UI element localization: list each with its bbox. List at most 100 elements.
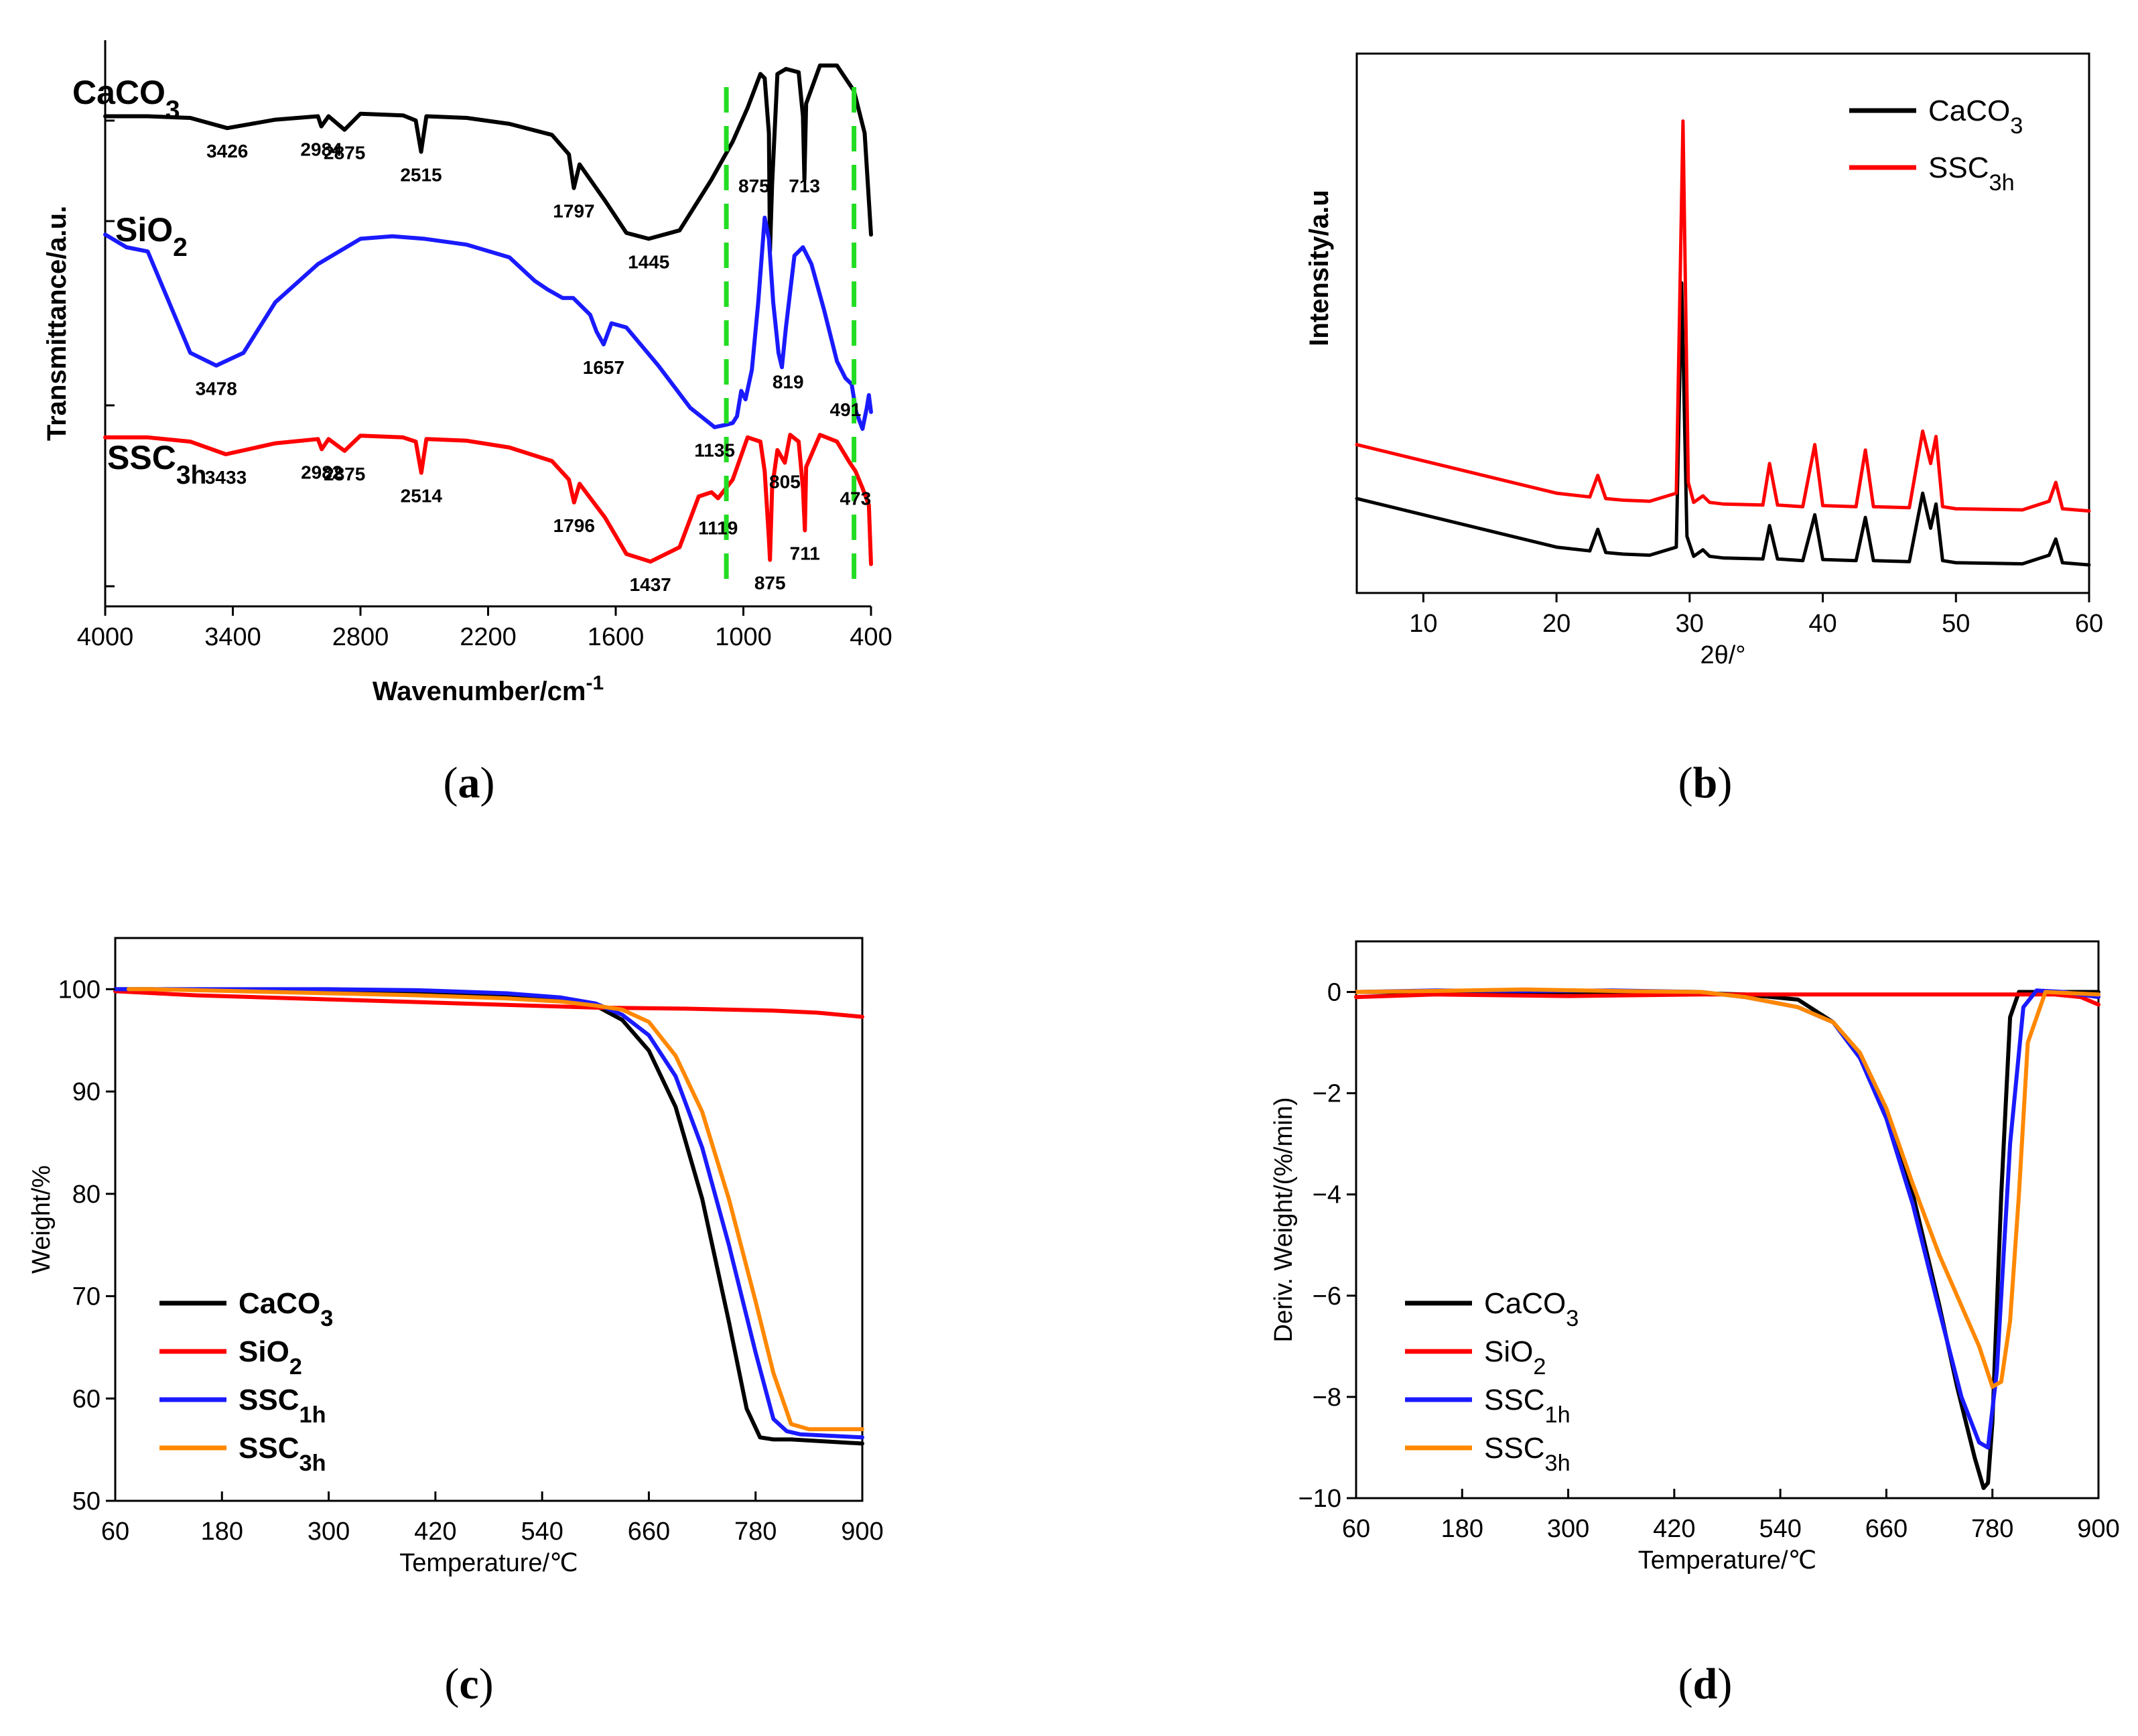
peak-label-a-9: 3478 <box>196 379 237 399</box>
series-line-d-1 <box>1354 990 2100 1490</box>
y-tick-label-d-0: −10 <box>1298 1485 1341 1513</box>
y-axis-label-d: Deriv. Weight/(%/min) <box>1270 1097 1298 1343</box>
series-label-a-2: SiO2 <box>115 211 188 262</box>
series-line-a-1 <box>103 63 873 254</box>
x-tick-label-c-2: 300 <box>308 1518 350 1546</box>
legend-label-c-2: SiO2 <box>239 1335 302 1380</box>
caption-c: (c) <box>444 1660 493 1709</box>
peak-label-a-10: 1657 <box>583 357 624 378</box>
series-line-a-3 <box>103 433 873 566</box>
x-tick-label-d-7: 900 <box>2077 1515 2119 1543</box>
peak-label-a-7: 875 <box>738 176 770 196</box>
y-tick-label-d-5: 0 <box>1327 979 1341 1007</box>
x-tick-label-d-2: 300 <box>1547 1515 1589 1543</box>
series-line-c-4 <box>126 987 864 1432</box>
series-line-d-2 <box>1354 992 2100 1007</box>
x-tick-label-d-1: 180 <box>1441 1515 1483 1543</box>
x-tick-label-c-7: 900 <box>841 1518 883 1546</box>
x-tick-label-c-3: 420 <box>414 1518 456 1546</box>
panel-d: 60 180 300 420 540 660 780 900 −10 −8 −6 −4 −2 0 Tempe… <box>1270 940 2120 1709</box>
peak-label-a-3: 2875 <box>324 143 365 163</box>
peak-label-a-6: 1445 <box>628 251 669 272</box>
x-tick-label-b-0: 10 <box>1409 610 1437 638</box>
x-tick-label-c-0: 60 <box>101 1518 129 1546</box>
x-tick-label-a-6: 400 <box>850 623 892 651</box>
series-line-d-4 <box>1354 987 2100 1389</box>
x-tick-label-b-4: 50 <box>1942 610 1970 638</box>
x-tick-label-a-0: 4000 <box>77 623 134 651</box>
x-tick-label-a-2: 2800 <box>332 623 389 651</box>
x-axis-label-b: 2θ/° <box>1700 641 1745 669</box>
panel-a: 4000 3400 2800 2200 1600 1000 400 Wavenumber/cm… <box>42 40 892 807</box>
y-tick-label-c-1: 60 <box>72 1385 101 1413</box>
plot-frame-d <box>1355 940 2100 1499</box>
x-axis-label-d: Temperature/℃ <box>1638 1546 1817 1575</box>
peak-label-a-20: 1119 <box>698 518 738 539</box>
x-tick-label-a-1: 3400 <box>204 623 261 651</box>
series-line-b-1 <box>1355 281 2091 567</box>
x-tick-label-c-1: 180 <box>201 1518 243 1546</box>
plot-frame-c <box>114 937 864 1502</box>
y-tick-label-d-2: −6 <box>1313 1282 1341 1311</box>
series-label-a-1: CaCO3 <box>72 74 180 125</box>
y-axis-label-c: Weight/% <box>27 1165 56 1274</box>
legend-label-d-1: CaCO3 <box>1484 1287 1579 1331</box>
peak-label-a-12: 819 <box>773 371 804 392</box>
y-tick-label-c-5: 100 <box>58 976 101 1004</box>
x-tick-label-b-3: 40 <box>1808 610 1836 638</box>
peak-label-a-4: 2515 <box>400 164 442 185</box>
peak-label-a-16: 2875 <box>324 464 365 484</box>
peak-label-a-1: 3426 <box>206 141 248 161</box>
peak-label-a-17: 2514 <box>401 486 443 507</box>
y-tick-label-c-0: 50 <box>72 1487 101 1516</box>
x-axis-label-c: Temperature/℃ <box>399 1549 578 1577</box>
legend-label-c-3: SSC1h <box>239 1384 326 1428</box>
x-tick-label-a-4: 1600 <box>588 623 645 651</box>
peak-label-a-18: 1796 <box>553 515 595 536</box>
series-line-c-3 <box>113 987 864 1440</box>
y-axis-label-b: Intensity/a.u <box>1305 190 1334 346</box>
peak-label-a-19: 1437 <box>630 574 671 595</box>
legend-label-d-3: SSC1h <box>1484 1384 1571 1428</box>
caption-b: (b) <box>1678 758 1733 807</box>
x-tick-label-d-0: 60 <box>1342 1515 1370 1543</box>
x-tick-label-a-5: 1000 <box>715 623 772 651</box>
peak-label-a-24: 473 <box>840 488 871 509</box>
series-label-a-3: SSC3h <box>107 439 206 490</box>
peak-label-a-21: 805 <box>769 471 801 492</box>
legend-label-b-2: SSC3h <box>1928 151 2015 196</box>
y-axis-label-a: Transmittance/a.u. <box>42 206 72 441</box>
plot-frame-b <box>1355 52 2090 594</box>
caption-a: (a) <box>444 758 495 807</box>
series-line-c-2 <box>113 989 864 1019</box>
y-tick-label-c-4: 90 <box>72 1078 101 1106</box>
x-tick-label-d-3: 420 <box>1653 1515 1695 1543</box>
panel-b: 10 20 30 40 50 60 2θ/° Intensity/a.u CaCO3 SSC3h (… <box>1305 52 2103 807</box>
x-tick-label-d-5: 660 <box>1865 1515 1908 1543</box>
x-tick-label-d-4: 540 <box>1759 1515 1801 1543</box>
x-tick-label-b-2: 30 <box>1676 610 1704 638</box>
x-tick-label-b-5: 60 <box>2075 610 2103 638</box>
series-line-a-2 <box>103 215 873 431</box>
legend-label-c-4: SSC3h <box>239 1432 326 1476</box>
caption-d: (d) <box>1678 1660 1733 1709</box>
x-tick-label-c-4: 540 <box>521 1518 563 1546</box>
x-tick-label-c-6: 780 <box>734 1518 777 1546</box>
x-tick-label-b-1: 20 <box>1542 610 1571 638</box>
series-line-b-2 <box>1355 119 2091 513</box>
peak-label-a-8: 713 <box>789 176 820 196</box>
legend-label-d-2: SiO2 <box>1484 1335 1546 1380</box>
peak-label-a-2: 2984 <box>300 139 342 160</box>
y-tick-label-d-4: −2 <box>1313 1080 1341 1108</box>
y-tick-label-c-3: 80 <box>72 1181 101 1209</box>
y-tick-label-d-1: −8 <box>1313 1384 1341 1412</box>
legend-label-b-1: CaCO3 <box>1928 94 2023 139</box>
x-tick-label-c-5: 660 <box>628 1518 670 1546</box>
series-line-c-1 <box>113 987 864 1446</box>
peak-label-a-22: 711 <box>790 543 820 563</box>
x-axis-label-a: Wavenumber/cm-1 <box>373 672 604 707</box>
peak-label-a-5: 1797 <box>553 201 594 222</box>
legend-label-d-4: SSC3h <box>1484 1432 1571 1476</box>
x-tick-label-d-6: 780 <box>1971 1515 2013 1543</box>
